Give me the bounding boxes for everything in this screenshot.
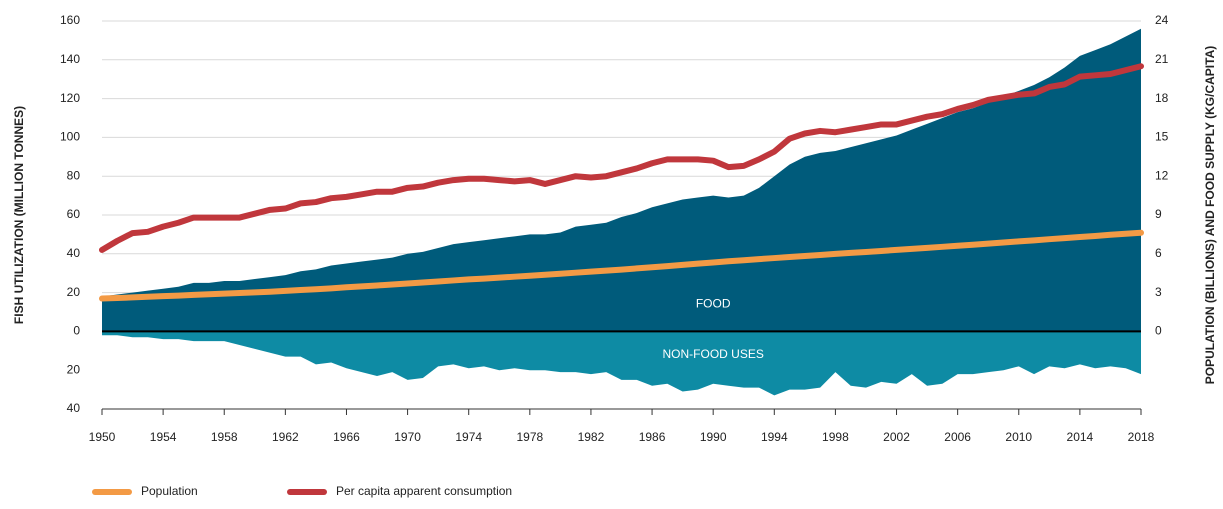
x-tick-label: 2014 [1067,430,1094,444]
x-tick-label: 1970 [394,430,421,444]
legend-label: Population [141,484,198,498]
x-tick-label: 1966 [333,430,360,444]
y-tick-label: 140 [60,52,80,66]
x-tick-label: 1990 [700,430,727,444]
x-tick-label: 1978 [516,430,543,444]
x-tick-label: 1962 [272,430,299,444]
y2-tick-label: 24 [1155,13,1169,27]
y2-tick-label: 18 [1155,91,1169,105]
y-axis-title: FISH UTILIZATION (MILLION TONNES) [12,106,26,324]
y2-tick-label: 6 [1155,246,1162,260]
y2-tick-label: 3 [1155,285,1162,299]
y-tick-label: 160 [60,13,80,27]
y-tick-label: 0 [73,324,80,338]
x-tick-label: 2010 [1005,430,1032,444]
y2-tick-label: 0 [1155,324,1162,338]
x-tick-label: 1958 [211,430,238,444]
y-tick-label: 120 [60,91,80,105]
legend-label: Per capita apparent consumption [336,484,512,498]
y-tick-label: 100 [60,130,80,144]
area-label: NON-FOOD USES [663,347,764,361]
y-tick-label: 20 [67,285,81,299]
y-tick-label: 60 [67,207,81,221]
y-tick-label: 40 [67,401,81,415]
y2-tick-label: 12 [1155,168,1169,182]
line [99,63,1144,253]
y2-tick-label: 21 [1155,52,1169,66]
x-tick-label: 2006 [944,430,971,444]
y2-tick-label: 9 [1155,207,1162,221]
x-tick-label: 1986 [639,430,666,444]
area [102,28,1141,332]
line [99,229,1144,302]
area-label: FOOD [696,296,731,310]
y2-axis-title: POPULATION (BILLIONS) AND FOOD SUPPLY (K… [1203,46,1217,384]
x-tick-label: 1982 [578,430,605,444]
y-tick-label: 80 [67,168,81,182]
x-tick-label: 2018 [1128,430,1155,444]
x-tick-label: 2002 [883,430,910,444]
y-tick-label: 40 [67,246,81,260]
x-tick-label: 1974 [455,430,482,444]
y2-tick-label: 15 [1155,130,1169,144]
x-tick-label: 1950 [89,430,116,444]
area [102,331,1141,396]
y-tick-label: 20 [67,362,81,376]
x-tick-label: 1954 [150,430,177,444]
x-tick-label: 1994 [761,430,788,444]
x-tick-label: 1998 [822,430,849,444]
